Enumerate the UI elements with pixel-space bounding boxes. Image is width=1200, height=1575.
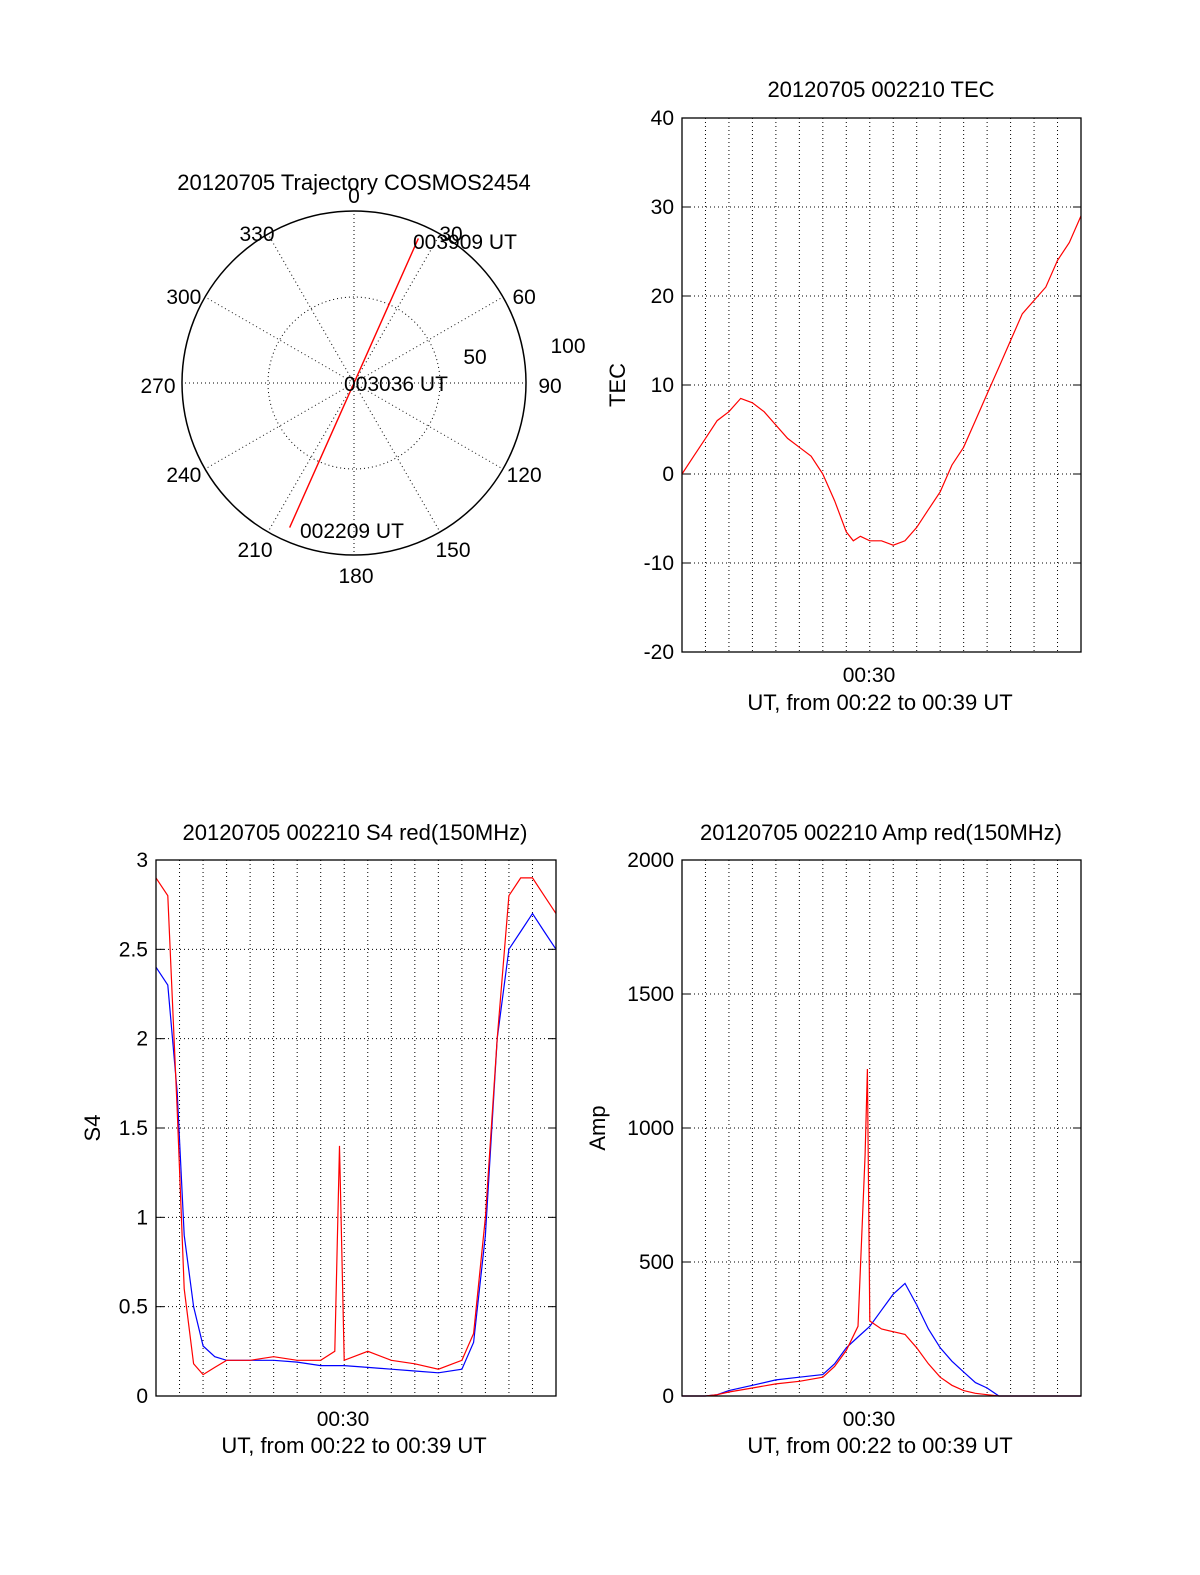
tec-x-axis-label: UT, from 00:22 to 00:39 UT (747, 690, 1012, 715)
polar-spoke (353, 382, 441, 533)
s4-grid (156, 859, 556, 1397)
tec-y-tick-label: -20 (644, 641, 674, 664)
polar-spoke (204, 382, 355, 470)
amp-plot-frame (681, 859, 1082, 1397)
s4-plot-frame (155, 859, 557, 1397)
polar-azimuth-label: 0 (348, 185, 360, 208)
polar-azimuth-label: 210 (237, 539, 272, 562)
polar-spoke (353, 382, 504, 470)
polar-azimuth-label: 120 (507, 464, 542, 487)
polar-grid (181, 210, 527, 556)
tec-series-line (681, 215, 1082, 546)
amp-blue-series-line (682, 1282, 1081, 1397)
trajectory-end-time: 003909 UT (413, 231, 517, 254)
s4-red-series-line (155, 877, 557, 1376)
amp-y-tick-label: 500 (639, 1251, 674, 1274)
amp-x-axis-label: UT, from 00:22 to 00:39 UT (747, 1433, 1012, 1458)
trajectory-mid-time: 003036 UT (344, 373, 448, 396)
amp-grid (682, 859, 1081, 1397)
polar-azimuth-label: 240 (166, 464, 201, 487)
polar-spoke (353, 296, 504, 384)
amp-y-tick-label: 1000 (627, 1117, 674, 1140)
amp-chart: 20120705 002210 Amp red(150MHz) 0 500 1000… (585, 820, 1082, 1458)
tec-y-tick-label: 20 (651, 285, 674, 308)
s4-y-tick-label: 0 (136, 1385, 148, 1408)
s4-x-tick-label: 00:30 (317, 1408, 370, 1431)
polar-spoke (204, 296, 355, 384)
polar-radius-label-100: 100 (550, 335, 585, 358)
tec-plot-frame (681, 117, 1082, 653)
amp-y-tick-labels: 0 500 1000 1500 2000 (627, 849, 674, 1408)
tec-y-tick-label: -10 (644, 552, 674, 575)
amp-y-tick-label: 0 (662, 1385, 674, 1408)
trajectory-start-time: 002209 UT (300, 520, 404, 543)
polar-azimuth-label: 180 (338, 565, 373, 588)
s4-y-tick-labels: 0 0.5 1 1.5 2 2.5 3 (119, 849, 148, 1408)
polar-azimuth-label: 150 (435, 539, 470, 562)
s4-y-tick-label: 3 (136, 849, 148, 872)
polar-azimuth-label: 300 (166, 286, 201, 309)
s4-y-axis-label: S4 (80, 1115, 105, 1142)
polar-spoke (267, 382, 355, 533)
tec-x-tick-label: 00:30 (843, 664, 896, 687)
tec-y-axis-label: TEC (605, 363, 630, 407)
polar-azimuth-label: 90 (538, 375, 561, 398)
tec-y-tick-label: 0 (662, 463, 674, 486)
tec-grid (682, 117, 1081, 653)
tec-y-tick-label: 40 (651, 107, 674, 130)
polar-chart-title: 20120705 Trajectory COSMOS2454 (177, 170, 530, 195)
trajectory-line (288, 238, 420, 528)
polar-azimuth-label: 60 (512, 286, 535, 309)
s4-y-tick-label: 1.5 (119, 1117, 148, 1140)
amp-y-tick-label: 1500 (627, 983, 674, 1006)
s4-y-tick-label: 2.5 (119, 938, 148, 961)
polar-spoke (267, 233, 355, 384)
s4-chart-title: 20120705 002210 S4 red(150MHz) (183, 820, 528, 845)
polar-outer-circle (181, 210, 527, 556)
amp-y-tick-label: 2000 (627, 849, 674, 872)
polar-trajectory-chart: 20120705 Trajectory COSMOS2454 0 30 60 90 12… (140, 170, 585, 588)
polar-azimuth-label: 270 (140, 375, 175, 398)
polar-azimuth-label: 30 (439, 223, 462, 246)
tec-y-tick-label: 10 (651, 374, 674, 397)
polar-radius-label-50: 50 (463, 346, 486, 369)
amp-chart-title: 20120705 002210 Amp red(150MHz) (700, 820, 1062, 845)
amp-x-tick-label: 00:30 (843, 1408, 896, 1431)
polar-azimuth-label: 330 (239, 223, 274, 246)
tec-chart-title: 20120705 002210 TEC (767, 77, 994, 102)
polar-spoke (353, 233, 441, 384)
polar-inner-circle (267, 296, 441, 470)
tec-y-tick-label: 30 (651, 196, 674, 219)
s4-y-tick-label: 2 (136, 1028, 148, 1051)
amp-y-axis-label: Amp (585, 1105, 610, 1150)
s4-blue-series-line (155, 912, 557, 1374)
polar-azimuth-labels: 0 30 60 90 120 150 180 210 240 270 300 330 (140, 185, 561, 588)
s4-y-tick-label: 1 (136, 1206, 148, 1229)
s4-chart: 20120705 002210 S4 red(150MHz) 0 0.5 1 1.5 2… (80, 820, 557, 1458)
tec-y-tick-labels: -20 -10 0 10 20 30 40 (644, 107, 674, 664)
tec-chart: 20120705 002210 TEC -20 -10 0 10 20 30 40 00:3… (605, 77, 1082, 715)
amp-red-series-line (682, 1068, 1081, 1397)
s4-x-axis-label: UT, from 00:22 to 00:39 UT (221, 1433, 486, 1458)
s4-y-tick-label: 0.5 (119, 1296, 148, 1319)
